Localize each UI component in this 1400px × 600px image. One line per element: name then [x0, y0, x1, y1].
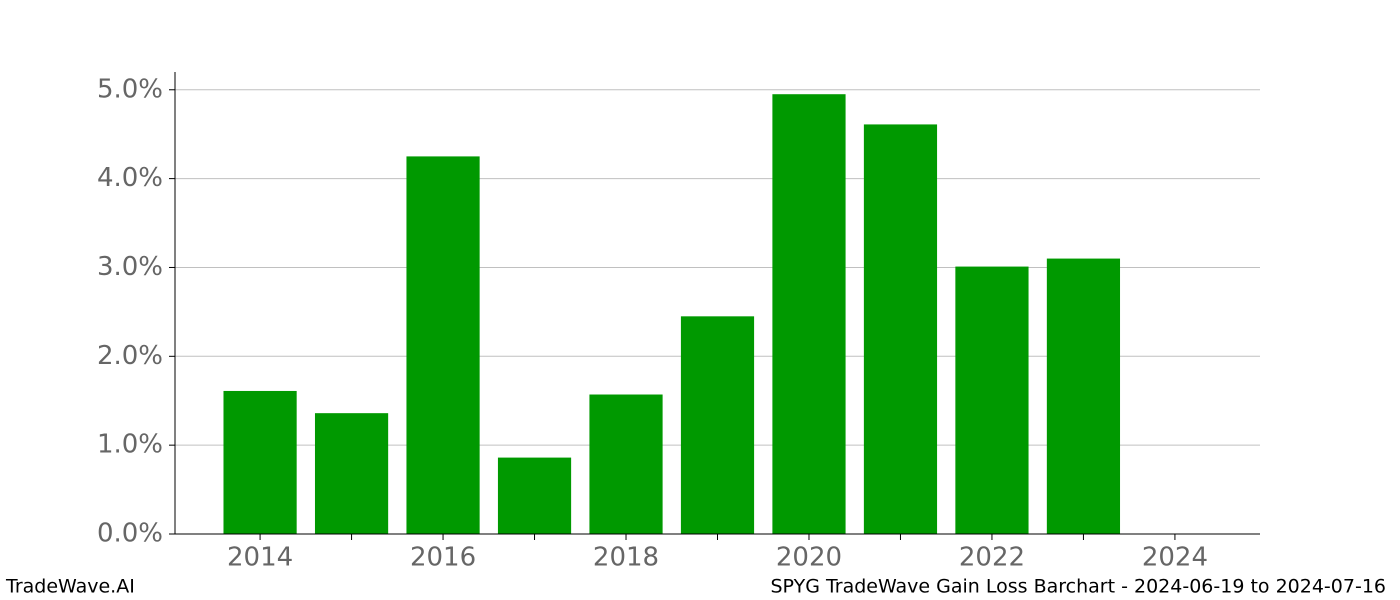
bar: [497, 457, 572, 534]
x-tick-label: 2020: [776, 543, 842, 573]
footer-left: TradeWave.AI: [5, 576, 135, 598]
x-tick-label: 2014: [227, 543, 293, 573]
y-tick-label: 3.0%: [97, 252, 163, 282]
x-tick-label: 2018: [593, 543, 659, 573]
x-tick-label: 2024: [1142, 543, 1208, 573]
y-tick-label: 0.0%: [97, 519, 163, 549]
bar: [406, 156, 480, 534]
y-tick-label: 1.0%: [97, 430, 163, 460]
bar: [589, 394, 663, 534]
x-tick-label: 2022: [959, 543, 1025, 573]
y-tick-label: 4.0%: [97, 163, 163, 193]
bar: [680, 316, 755, 534]
bar: [955, 266, 1029, 534]
x-tick-label: 2016: [410, 543, 476, 573]
y-tick-label: 5.0%: [97, 74, 163, 104]
bar: [772, 94, 846, 534]
bar: [1046, 258, 1121, 534]
footer-right: SPYG TradeWave Gain Loss Barchart - 2024…: [770, 576, 1386, 598]
bar: [863, 124, 938, 535]
y-tick-label: 2.0%: [97, 341, 163, 371]
bar: [223, 390, 297, 534]
bar: [314, 413, 389, 534]
